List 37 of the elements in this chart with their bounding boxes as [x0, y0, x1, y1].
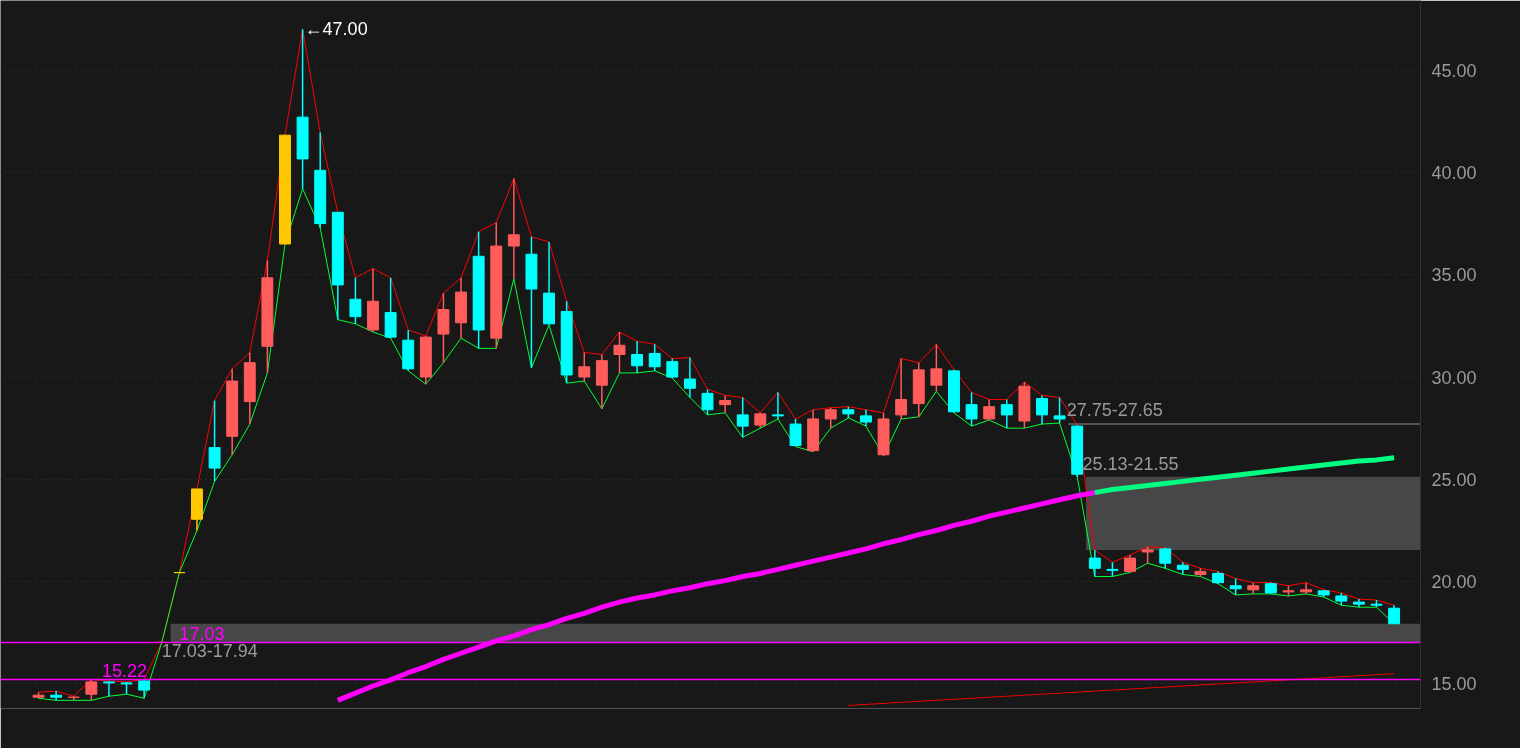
- candlestick: [789, 418, 802, 448]
- candlestick: [1036, 394, 1048, 425]
- candlestick: [736, 396, 749, 439]
- candlestick: [701, 388, 714, 416]
- candlestick: [648, 343, 661, 372]
- candlestick: [1088, 549, 1101, 578]
- candlestick: [683, 356, 696, 399]
- candlestick: [719, 394, 732, 414]
- ref-line-label: 15.22: [101, 661, 147, 682]
- candlestick: [349, 277, 362, 325]
- candlestick: [85, 678, 98, 702]
- y-tick-label: 45.00: [1431, 60, 1477, 81]
- y-tick-label: 30.00: [1431, 367, 1477, 388]
- candlestick: [507, 177, 520, 280]
- band-label: 25.13-21.55: [1082, 453, 1179, 474]
- candlestick: [208, 399, 221, 483]
- annotation: ←47.00: [304, 19, 368, 40]
- y-tick-label: 40.00: [1431, 162, 1477, 183]
- y-tick-label: 35.00: [1431, 265, 1477, 286]
- candlestick: [930, 343, 943, 393]
- candlestick: [102, 680, 115, 697]
- candlestick: [965, 391, 978, 427]
- candlestick: [771, 391, 784, 420]
- candlestick: [1000, 398, 1013, 429]
- y-tick-label: 25.00: [1431, 469, 1477, 490]
- candlestick: [895, 357, 908, 420]
- candlestick: [613, 331, 626, 374]
- line-series: [847, 673, 1395, 706]
- candlestick: [631, 340, 644, 374]
- band-label: 27.75-27.65: [1066, 400, 1163, 421]
- candlestick: [983, 398, 996, 421]
- candlestick: [824, 406, 837, 429]
- candlestick: [1388, 604, 1401, 625]
- y-tick-label: 20.00: [1431, 572, 1477, 593]
- candlestick: [578, 351, 591, 382]
- y-tick-label: 15.00: [1431, 674, 1477, 695]
- candlestick: [1053, 396, 1066, 424]
